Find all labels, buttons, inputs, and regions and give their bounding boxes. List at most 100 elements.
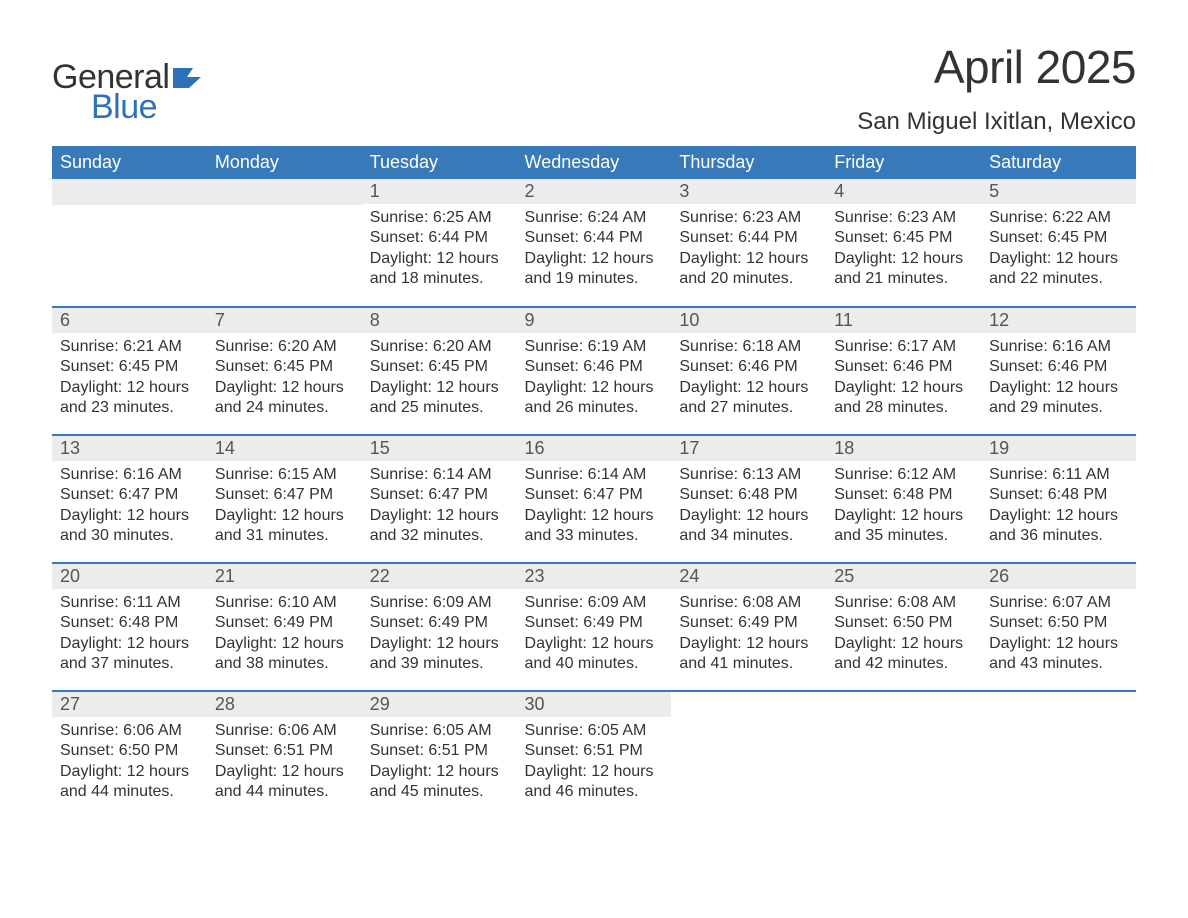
sunrise-text: Sunrise: 6:08 AM (679, 593, 818, 613)
daylight-text: Daylight: 12 hours and 32 minutes. (370, 506, 509, 547)
sunset-text: Sunset: 6:44 PM (370, 228, 509, 248)
calendar-day-cell: 2Sunrise: 6:24 AMSunset: 6:44 PMDaylight… (517, 179, 672, 307)
daylight-text: Daylight: 12 hours and 28 minutes. (834, 378, 973, 419)
calendar-day-cell: 25Sunrise: 6:08 AMSunset: 6:50 PMDayligh… (826, 563, 981, 691)
sunrise-text: Sunrise: 6:23 AM (679, 208, 818, 228)
daylight-text: Daylight: 12 hours and 35 minutes. (834, 506, 973, 547)
sunset-text: Sunset: 6:51 PM (370, 741, 509, 761)
day-details: Sunrise: 6:11 AMSunset: 6:48 PMDaylight:… (981, 461, 1136, 551)
calendar-week-row: 1Sunrise: 6:25 AMSunset: 6:44 PMDaylight… (52, 179, 1136, 307)
day-number: 28 (207, 692, 362, 717)
daylight-text: Daylight: 12 hours and 38 minutes. (215, 634, 354, 675)
sunrise-text: Sunrise: 6:11 AM (60, 593, 199, 613)
day-details: Sunrise: 6:05 AMSunset: 6:51 PMDaylight:… (362, 717, 517, 807)
day-number: 22 (362, 564, 517, 589)
weekday-header: Friday (826, 146, 981, 179)
calendar-day-cell: 17Sunrise: 6:13 AMSunset: 6:48 PMDayligh… (671, 435, 826, 563)
daylight-text: Daylight: 12 hours and 39 minutes. (370, 634, 509, 675)
day-number: 17 (671, 436, 826, 461)
daylight-text: Daylight: 12 hours and 44 minutes. (60, 762, 199, 803)
daylight-text: Daylight: 12 hours and 37 minutes. (60, 634, 199, 675)
sunrise-text: Sunrise: 6:09 AM (525, 593, 664, 613)
day-details: Sunrise: 6:20 AMSunset: 6:45 PMDaylight:… (362, 333, 517, 423)
daylight-text: Daylight: 12 hours and 24 minutes. (215, 378, 354, 419)
sunrise-text: Sunrise: 6:05 AM (370, 721, 509, 741)
day-details: Sunrise: 6:10 AMSunset: 6:49 PMDaylight:… (207, 589, 362, 679)
sunset-text: Sunset: 6:46 PM (989, 357, 1128, 377)
day-number: 3 (671, 179, 826, 204)
day-details: Sunrise: 6:11 AMSunset: 6:48 PMDaylight:… (52, 589, 207, 679)
weekday-header: Sunday (52, 146, 207, 179)
calendar-day-cell: 26Sunrise: 6:07 AMSunset: 6:50 PMDayligh… (981, 563, 1136, 691)
calendar-day-cell: 23Sunrise: 6:09 AMSunset: 6:49 PMDayligh… (517, 563, 672, 691)
daylight-text: Daylight: 12 hours and 45 minutes. (370, 762, 509, 803)
sunset-text: Sunset: 6:47 PM (525, 485, 664, 505)
sunset-text: Sunset: 6:49 PM (215, 613, 354, 633)
calendar-day-cell (981, 691, 1136, 819)
weekday-header: Thursday (671, 146, 826, 179)
sunrise-text: Sunrise: 6:06 AM (60, 721, 199, 741)
weekday-header: Wednesday (517, 146, 672, 179)
sunrise-text: Sunrise: 6:10 AM (215, 593, 354, 613)
sunset-text: Sunset: 6:45 PM (370, 357, 509, 377)
day-number: 23 (517, 564, 672, 589)
day-details: Sunrise: 6:19 AMSunset: 6:46 PMDaylight:… (517, 333, 672, 423)
sunrise-text: Sunrise: 6:12 AM (834, 465, 973, 485)
daylight-text: Daylight: 12 hours and 25 minutes. (370, 378, 509, 419)
daylight-text: Daylight: 12 hours and 44 minutes. (215, 762, 354, 803)
weekday-header: Saturday (981, 146, 1136, 179)
sunrise-text: Sunrise: 6:25 AM (370, 208, 509, 228)
sunset-text: Sunset: 6:47 PM (60, 485, 199, 505)
daylight-text: Daylight: 12 hours and 42 minutes. (834, 634, 973, 675)
calendar-day-cell: 27Sunrise: 6:06 AMSunset: 6:50 PMDayligh… (52, 691, 207, 819)
sunset-text: Sunset: 6:50 PM (989, 613, 1128, 633)
day-number: 13 (52, 436, 207, 461)
day-details: Sunrise: 6:08 AMSunset: 6:49 PMDaylight:… (671, 589, 826, 679)
calendar-day-cell: 4Sunrise: 6:23 AMSunset: 6:45 PMDaylight… (826, 179, 981, 307)
calendar-day-cell: 30Sunrise: 6:05 AMSunset: 6:51 PMDayligh… (517, 691, 672, 819)
sunset-text: Sunset: 6:45 PM (215, 357, 354, 377)
calendar-day-cell: 22Sunrise: 6:09 AMSunset: 6:49 PMDayligh… (362, 563, 517, 691)
sunset-text: Sunset: 6:45 PM (989, 228, 1128, 248)
day-details: Sunrise: 6:06 AMSunset: 6:51 PMDaylight:… (207, 717, 362, 807)
sunset-text: Sunset: 6:51 PM (215, 741, 354, 761)
sunrise-text: Sunrise: 6:21 AM (60, 337, 199, 357)
calendar-week-row: 27Sunrise: 6:06 AMSunset: 6:50 PMDayligh… (52, 691, 1136, 819)
brand-logo: General Blue (52, 40, 205, 127)
day-number: 21 (207, 564, 362, 589)
calendar-day-cell: 21Sunrise: 6:10 AMSunset: 6:49 PMDayligh… (207, 563, 362, 691)
sunrise-text: Sunrise: 6:08 AM (834, 593, 973, 613)
sunrise-text: Sunrise: 6:24 AM (525, 208, 664, 228)
sunrise-text: Sunrise: 6:09 AM (370, 593, 509, 613)
calendar-day-cell: 28Sunrise: 6:06 AMSunset: 6:51 PMDayligh… (207, 691, 362, 819)
sunset-text: Sunset: 6:46 PM (525, 357, 664, 377)
day-number: 9 (517, 308, 672, 333)
calendar-day-cell: 18 Sunrise: 6:12 AMSunset: 6:48 PMDayligh… (826, 435, 981, 563)
day-number: 6 (52, 308, 207, 333)
day-details: Sunrise: 6:16 AMSunset: 6:47 PMDaylight:… (52, 461, 207, 551)
day-number: 14 (207, 436, 362, 461)
sunset-text: Sunset: 6:45 PM (60, 357, 199, 377)
day-details: Sunrise: 6:09 AMSunset: 6:49 PMDaylight:… (362, 589, 517, 679)
sunset-text: Sunset: 6:51 PM (525, 741, 664, 761)
daylight-text: Daylight: 12 hours and 21 minutes. (834, 249, 973, 290)
calendar-day-cell: 29Sunrise: 6:05 AMSunset: 6:51 PMDayligh… (362, 691, 517, 819)
daylight-text: Daylight: 12 hours and 20 minutes. (679, 249, 818, 290)
calendar-day-cell: 14Sunrise: 6:15 AMSunset: 6:47 PMDayligh… (207, 435, 362, 563)
sunset-text: Sunset: 6:46 PM (834, 357, 973, 377)
daylight-text: Daylight: 12 hours and 46 minutes. (525, 762, 664, 803)
calendar-day-cell: 11Sunrise: 6:17 AMSunset: 6:46 PMDayligh… (826, 307, 981, 435)
sunset-text: Sunset: 6:48 PM (834, 485, 973, 505)
daylight-text: Daylight: 12 hours and 36 minutes. (989, 506, 1128, 547)
calendar-week-row: 20Sunrise: 6:11 AMSunset: 6:48 PMDayligh… (52, 563, 1136, 691)
sunrise-text: Sunrise: 6:19 AM (525, 337, 664, 357)
calendar-day-cell: 3Sunrise: 6:23 AMSunset: 6:44 PMDaylight… (671, 179, 826, 307)
day-number: 10 (671, 308, 826, 333)
calendar-day-cell: 20Sunrise: 6:11 AMSunset: 6:48 PMDayligh… (52, 563, 207, 691)
sunrise-text: Sunrise: 6:18 AM (679, 337, 818, 357)
calendar-day-cell (671, 691, 826, 819)
day-number: 18 (826, 436, 981, 461)
sunrise-text: Sunrise: 6:05 AM (525, 721, 664, 741)
weekday-header: Tuesday (362, 146, 517, 179)
day-details: Sunrise: 6:16 AMSunset: 6:46 PMDaylight:… (981, 333, 1136, 423)
